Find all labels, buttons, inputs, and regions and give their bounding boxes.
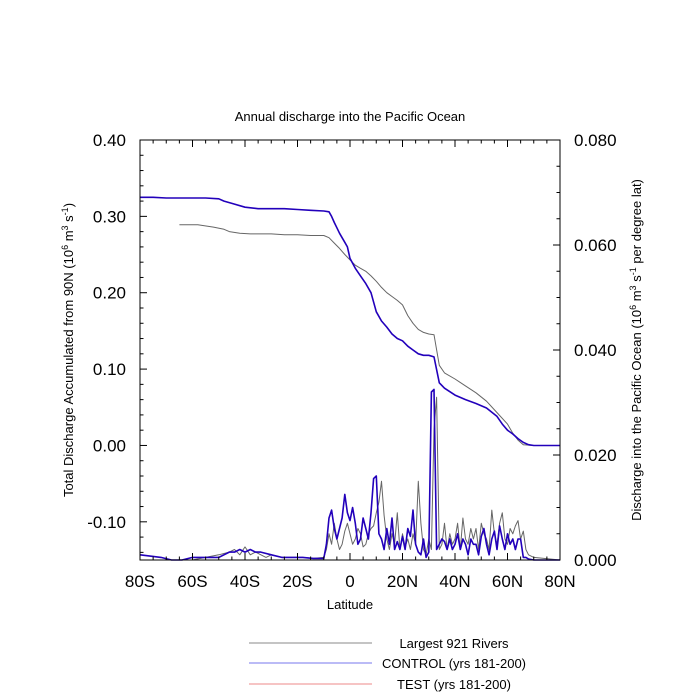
x-tick-label: 80S — [125, 572, 155, 591]
y-left-sup1: 6 — [60, 245, 70, 250]
y-right-sup2: 3 — [628, 285, 638, 290]
y-left-tick-label: -0.10 — [87, 513, 126, 532]
x-tick-label: 80N — [544, 572, 575, 591]
y-left-sup3: -1 — [60, 207, 70, 215]
y-left-mid: m — [61, 230, 76, 244]
y-right-sup1: 6 — [628, 305, 638, 310]
y-axis-title-left: Total Discharge Accumulated from 90N (10… — [60, 203, 76, 497]
y-right-tick-label: 0.000 — [574, 551, 617, 570]
x-tick-label: 60N — [492, 572, 523, 591]
y-right-tick-label: 0.080 — [574, 131, 617, 150]
y-left-sup2: 3 — [60, 225, 70, 230]
series-line-accumulated-0 — [179, 224, 560, 446]
series-line-per_lat-1 — [139, 388, 560, 561]
y-right-suffix: per degree lat) — [629, 179, 644, 267]
x-axis-title: Latitude — [327, 597, 373, 612]
y-left-mid2: s — [61, 215, 76, 226]
y-left-tick-label: 0.30 — [93, 207, 126, 226]
y-axis-title-right: Discharge into the Pacific Ocean (106 m3… — [628, 179, 644, 521]
series-layer — [139, 196, 561, 561]
y-right-prefix: Discharge into the Pacific Ocean (10 — [629, 310, 644, 521]
y-left-suffix: ) — [61, 203, 76, 207]
y-right-tick-label: 0.040 — [574, 341, 617, 360]
legend-label: CONTROL (yrs 181-200) — [382, 656, 526, 671]
x-tick-label: 40S — [230, 572, 260, 591]
y-right-tick-label: 0.060 — [574, 236, 617, 255]
series-line-per_lat-0 — [140, 396, 561, 561]
y-right-sup3: -1 — [628, 267, 638, 275]
y-left-tick-label: 0.00 — [93, 436, 126, 455]
y-right-mid: m — [629, 290, 644, 304]
plot-frame — [139, 139, 561, 561]
legend-label: Largest 921 Rivers — [399, 636, 509, 651]
series-line-accumulated-1 — [140, 196, 560, 447]
x-tick-label: 0 — [345, 572, 354, 591]
x-tick-label: 20S — [282, 572, 312, 591]
y-right-tick-label: 0.020 — [574, 446, 617, 465]
y-left-prefix: Total Discharge Accumulated from 90N (10 — [61, 250, 76, 497]
y-left-tick-label: 0.10 — [93, 360, 126, 379]
legend: Largest 921 Rivers CONTROL (yrs 181-200) T… — [249, 636, 526, 692]
x-tick-label: 40N — [439, 572, 470, 591]
legend-label: TEST (yrs 181-200) — [397, 677, 511, 692]
ticks-layer: 80S 60S 40S 20S 0 20N 40N 60N 80N 0.40 0.30 0.20 0.1… — [87, 131, 616, 591]
y-left-tick-label: 0.20 — [93, 284, 126, 303]
y-right-mid2: s — [629, 275, 644, 286]
x-tick-label: 20N — [387, 572, 418, 591]
x-tick-label: 60S — [177, 572, 207, 591]
chart-title: Annual discharge into the Pacific Ocean — [235, 109, 466, 124]
y-left-tick-label: 0.40 — [93, 131, 126, 150]
